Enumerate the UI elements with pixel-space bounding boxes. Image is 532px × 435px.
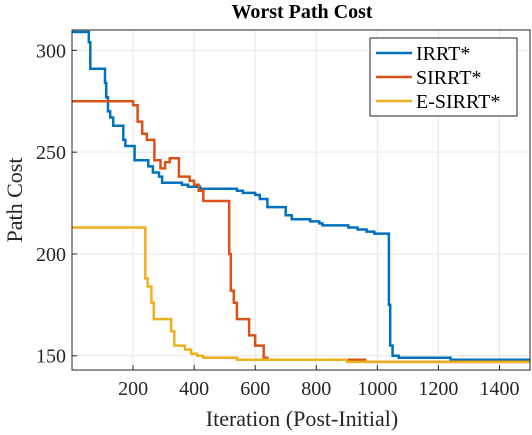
y-tick-label: 200 [36, 244, 66, 266]
axes-box [71, 29, 531, 371]
x-tick-label: 400 [179, 378, 209, 400]
series-line-1 [72, 30, 530, 362]
x-axis-label: Iteration (Post-Initial) [206, 406, 398, 431]
x-tick-label: 1400 [479, 378, 519, 400]
x-tick-label: 1000 [357, 378, 397, 400]
legend-label: SIRRT* [416, 67, 481, 89]
legend-label: IRRT* [416, 43, 470, 65]
y-tick-label: 150 [36, 346, 66, 368]
tick-marks [72, 49, 500, 370]
y-tick-label: 250 [36, 142, 66, 164]
series-lines [72, 30, 530, 364]
x-tick-label: 200 [118, 378, 148, 400]
series-line-2 [72, 100, 530, 364]
legend: IRRT*SIRRT*E-SIRRT* [369, 37, 518, 117]
x-tick-label: 1200 [418, 378, 458, 400]
x-tick-label: 800 [301, 378, 331, 400]
legend-label: E-SIRRT* [416, 91, 500, 113]
tick-labels: 200 400 600 800 1000 1200 1400 150 200 250 300 [36, 40, 519, 400]
x-tick-label: 600 [240, 378, 270, 400]
y-axis-label: Path Cost [2, 158, 27, 243]
chart-title: Worst Path Cost [231, 1, 372, 23]
y-tick-label: 300 [36, 40, 66, 62]
series-line-3 [72, 226, 530, 364]
